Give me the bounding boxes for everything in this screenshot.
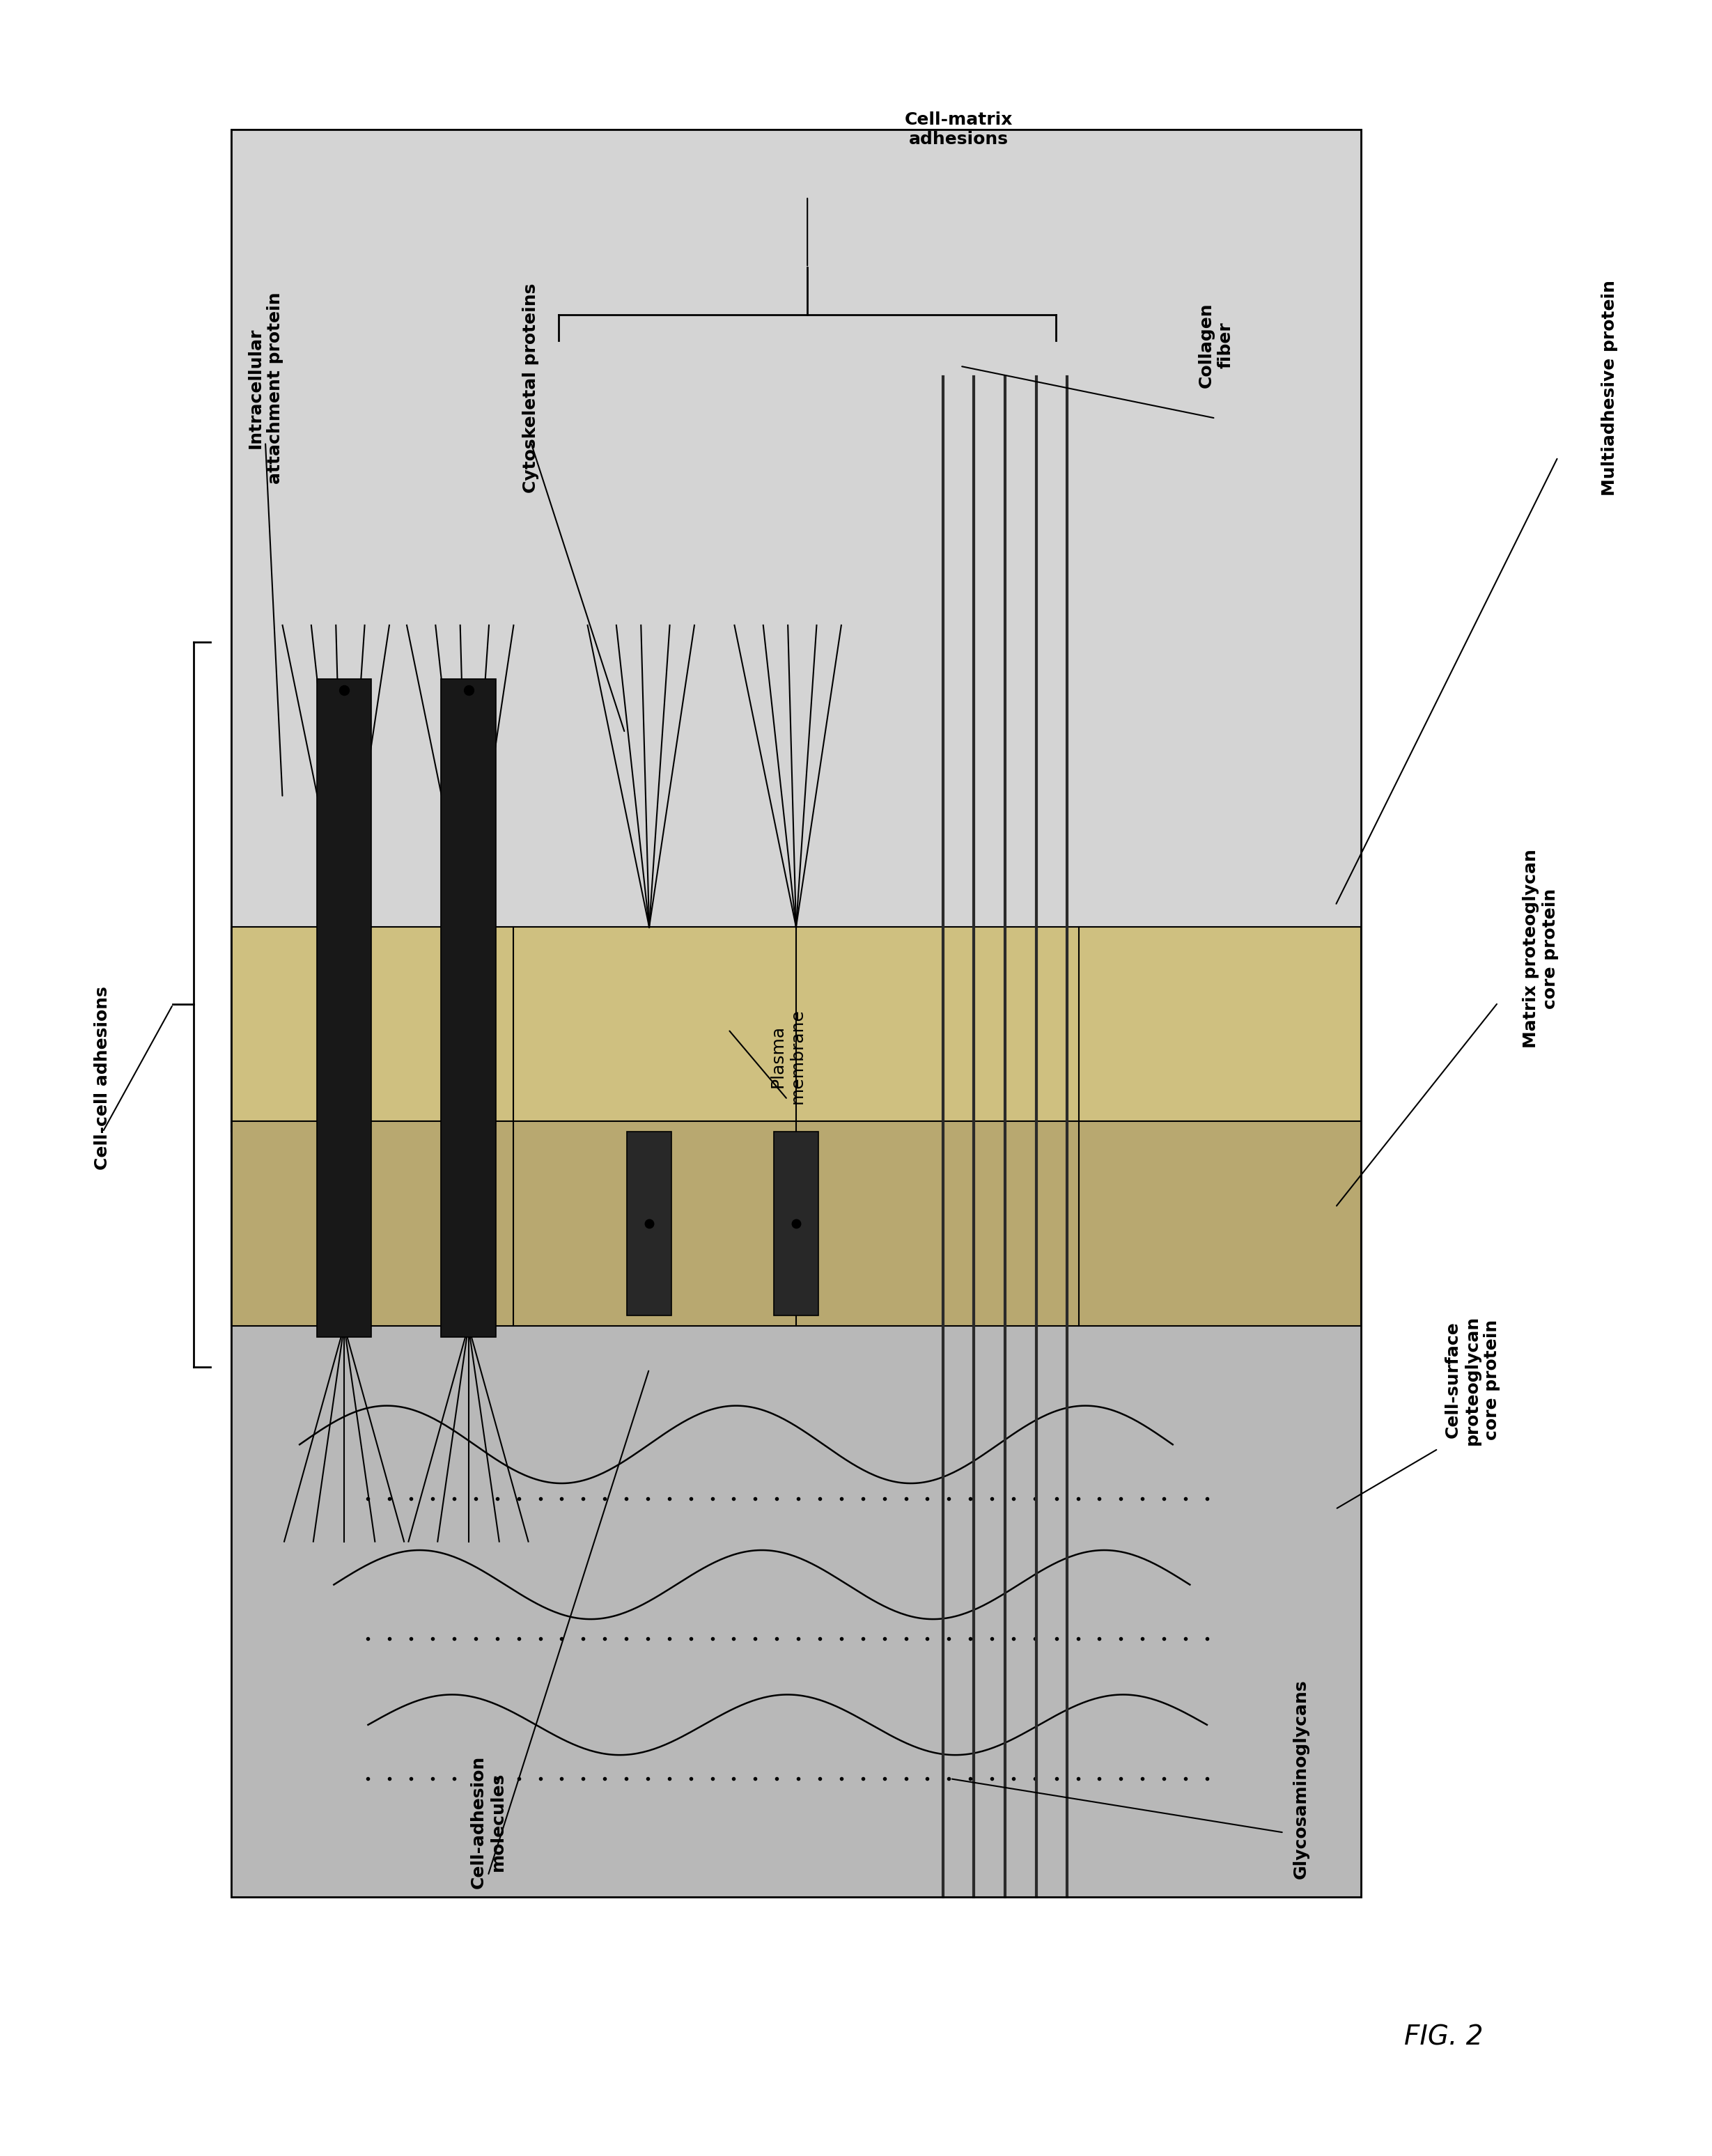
FancyBboxPatch shape (231, 1326, 1361, 1897)
FancyBboxPatch shape (317, 679, 372, 1337)
Text: Cell-cell adhesions: Cell-cell adhesions (94, 985, 111, 1171)
FancyBboxPatch shape (231, 1121, 1361, 1326)
Text: Cell-surface
proteoglycan
core protein: Cell-surface proteoglycan core protein (1445, 1315, 1500, 1445)
Text: Multiadhesive protein: Multiadhesive protein (1601, 280, 1618, 496)
Text: Plasma
membrane: Plasma membrane (769, 1009, 806, 1104)
FancyBboxPatch shape (442, 679, 496, 1337)
FancyBboxPatch shape (774, 1132, 818, 1315)
Text: Cell-adhesion
molecules: Cell-adhesion molecules (469, 1755, 507, 1889)
FancyBboxPatch shape (231, 129, 1361, 1897)
Text: Glycosaminoglycans: Glycosaminoglycans (1293, 1680, 1310, 1878)
Text: FIG. 2: FIG. 2 (1404, 2024, 1483, 2050)
Text: Collagen
fiber: Collagen fiber (1197, 302, 1234, 388)
FancyBboxPatch shape (231, 927, 1361, 1132)
Text: Matrix proteoglycan
core protein: Matrix proteoglycan core protein (1522, 849, 1560, 1048)
Text: Cell-matrix
adhesions: Cell-matrix adhesions (904, 112, 1014, 147)
Text: Cytoskeletal proteins: Cytoskeletal proteins (522, 282, 539, 494)
FancyBboxPatch shape (231, 129, 1361, 927)
Text: Intracellular
attachment protein: Intracellular attachment protein (247, 291, 284, 485)
FancyBboxPatch shape (627, 1132, 671, 1315)
